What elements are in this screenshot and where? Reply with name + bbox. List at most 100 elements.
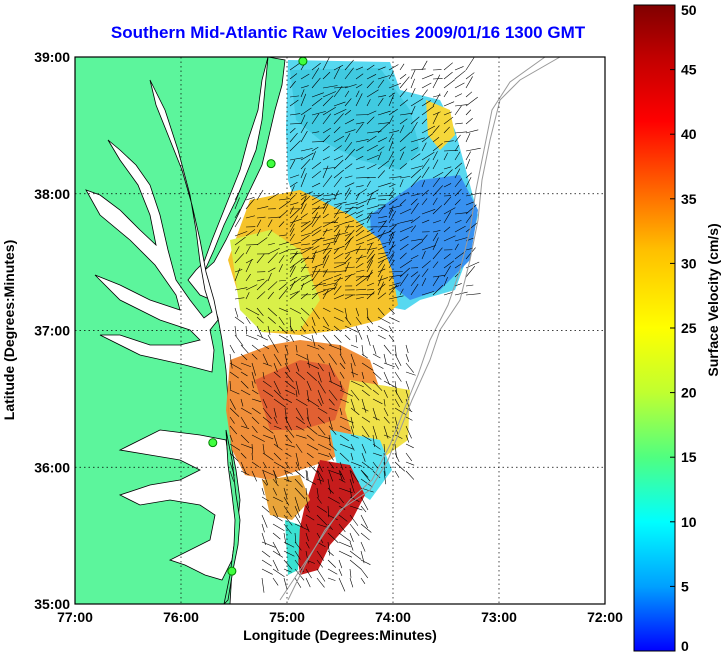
- vector-arrow: [245, 273, 251, 282]
- vector-arrow: [344, 274, 352, 282]
- station-markers: [208, 56, 308, 576]
- vector-arrow: [273, 407, 277, 418]
- vector-arrow: [443, 169, 453, 179]
- vector-arrow: [344, 236, 354, 246]
- vector-arrow: [283, 541, 295, 548]
- colorbar-tick-label: 10: [681, 514, 697, 530]
- vector-arrow: [267, 267, 276, 273]
- vector-arrow: [360, 469, 371, 482]
- vector-arrow: [366, 325, 372, 333]
- vector-arrow: [410, 78, 415, 89]
- vector-arrow: [289, 228, 295, 237]
- vector-arrow: [388, 233, 395, 246]
- vector-arrow: [377, 215, 388, 219]
- vector-arrow: [383, 461, 386, 476]
- vector-arrow: [322, 134, 330, 143]
- vector-arrow: [432, 151, 438, 161]
- vector-arrow: [410, 216, 421, 224]
- vector-arrow: [300, 256, 310, 264]
- vector-arrow: [355, 204, 365, 210]
- vector-arrow: [322, 287, 337, 291]
- vector-arrow: [410, 255, 419, 260]
- vector-arrow: [377, 230, 386, 242]
- vector-arrow: [344, 175, 353, 179]
- vector-arrow: [349, 514, 359, 526]
- vector-arrow: [311, 141, 324, 143]
- vector-arrow: [283, 478, 292, 483]
- vector-arrow: [361, 371, 365, 380]
- vector-arrow: [405, 353, 410, 362]
- vector-arrow: [245, 325, 247, 335]
- vector-arrow: [394, 407, 406, 415]
- vector-arrow: [355, 200, 368, 206]
- vector-arrow: [295, 371, 306, 380]
- vector-arrow: [372, 389, 380, 395]
- vector-arrow: [377, 199, 387, 201]
- vector-arrow: [388, 208, 394, 219]
- vector-arrow: [333, 232, 341, 246]
- vector-arrow: [399, 112, 413, 116]
- vector-arrow: [311, 270, 327, 273]
- vector-arrow: [267, 193, 278, 201]
- vector-arrow: [410, 116, 420, 125]
- vector-arrow: [366, 334, 371, 346]
- vector-arrow: [366, 135, 377, 143]
- vector-arrow: [306, 398, 320, 408]
- vector-arrow: [432, 237, 439, 251]
- vector-arrow: [465, 151, 471, 161]
- vector-arrow: [234, 231, 248, 237]
- vector-arrow: [311, 97, 323, 107]
- vector-arrow: [465, 284, 474, 287]
- vector-arrow: [289, 181, 298, 188]
- vector-arrow: [421, 245, 436, 251]
- vector-arrow: [295, 407, 304, 421]
- vector-arrow: [317, 461, 323, 473]
- y-tick-label: 38:00: [34, 186, 70, 202]
- vector-arrow: [333, 247, 340, 255]
- vector-arrow: [388, 244, 396, 251]
- vector-arrow: [443, 166, 452, 170]
- vector-arrow: [421, 89, 428, 98]
- vector-arrow: [251, 452, 253, 461]
- vector-arrow: [245, 229, 256, 237]
- vector-arrow: [278, 221, 285, 228]
- vector-arrow: [229, 443, 241, 451]
- vector-arrow: [278, 307, 289, 313]
- vector-arrow: [421, 133, 434, 143]
- vector-arrow: [405, 434, 410, 443]
- vector-arrow: [355, 217, 370, 224]
- vector-arrow: [432, 111, 441, 116]
- vector-arrow: [272, 568, 285, 578]
- vector-arrow: [284, 452, 292, 457]
- vector-arrow: [405, 416, 413, 421]
- vector-arrow: [300, 293, 308, 300]
- vector-arrow: [399, 63, 405, 71]
- vector-arrow: [388, 193, 395, 201]
- vector-arrow: [300, 107, 312, 116]
- vector-arrow: [388, 295, 404, 300]
- vector-arrow: [383, 371, 390, 385]
- vector-arrow: [283, 496, 290, 506]
- vector-arrow: [306, 353, 310, 368]
- vector-arrow: [322, 175, 333, 188]
- vector-arrow: [421, 268, 429, 278]
- vector-arrow: [273, 353, 282, 367]
- vector-arrow: [432, 247, 443, 260]
- vector-arrow: [289, 159, 296, 170]
- vector-arrow: [311, 281, 323, 291]
- vector-arrow: [316, 487, 319, 498]
- vector-arrow: [289, 127, 296, 134]
- vector-arrow: [256, 334, 269, 341]
- vector-arrow: [245, 215, 255, 219]
- vector-arrow: [383, 380, 397, 389]
- vector-arrow: [361, 452, 366, 462]
- vector-arrow: [328, 434, 331, 446]
- vector-arrow: [311, 263, 324, 269]
- vector-arrow: [300, 274, 313, 278]
- vector-arrow: [306, 416, 312, 427]
- colorbar-tick-label: 35: [681, 191, 697, 207]
- vector-arrow: [317, 434, 331, 440]
- vector-arrow: [454, 134, 461, 143]
- vector-arrow: [388, 210, 397, 224]
- vector-arrow: [289, 291, 299, 296]
